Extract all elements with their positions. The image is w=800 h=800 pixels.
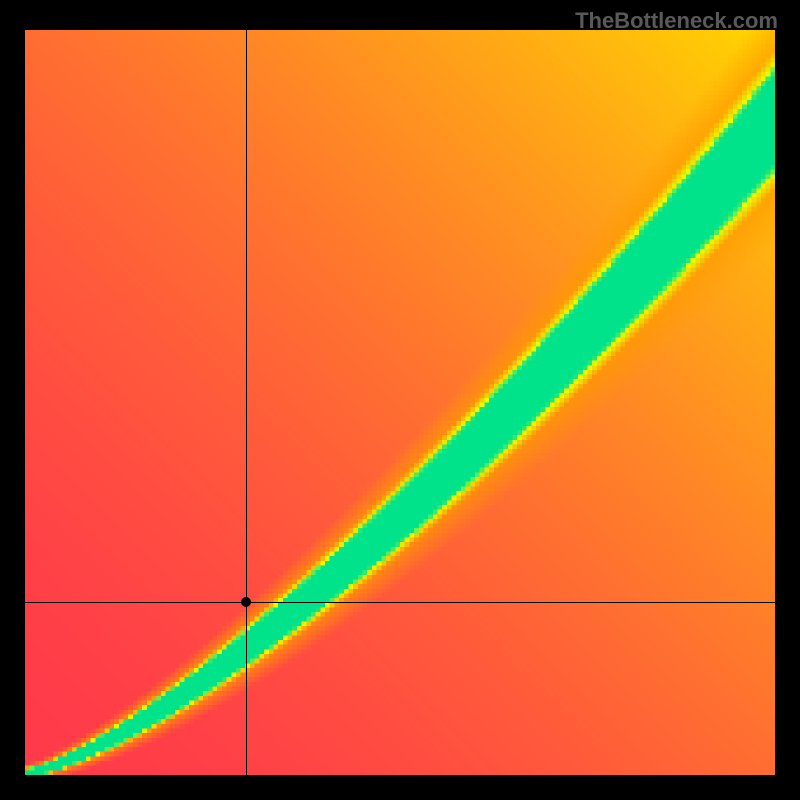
heatmap-plot bbox=[25, 30, 775, 775]
heatmap-canvas bbox=[25, 30, 775, 775]
watermark-text: TheBottleneck.com bbox=[575, 8, 778, 34]
chart-container: TheBottleneck.com bbox=[0, 0, 800, 800]
crosshair-horizontal bbox=[25, 602, 775, 603]
crosshair-vertical bbox=[246, 30, 247, 775]
selected-point-marker bbox=[241, 597, 251, 607]
